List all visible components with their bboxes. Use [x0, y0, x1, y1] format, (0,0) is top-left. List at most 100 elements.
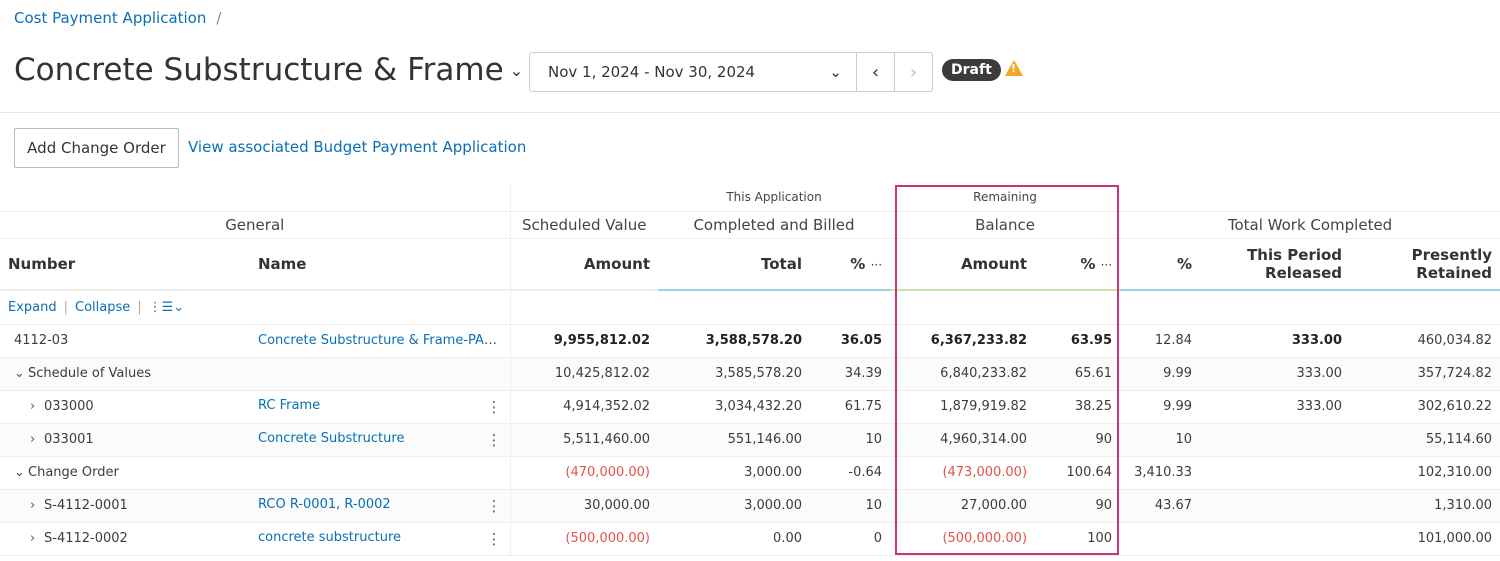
- chevron-right-icon[interactable]: ›: [30, 432, 36, 447]
- col-tw-pct[interactable]: %: [1120, 238, 1201, 291]
- view-budget-payment-link[interactable]: View associated Budget Payment Applicati…: [188, 138, 527, 156]
- cell-balance-pct: 63.95: [1035, 324, 1121, 358]
- item-name-link[interactable]: RCO R-0001, R-0002: [258, 496, 391, 512]
- col-number[interactable]: Number: [0, 238, 250, 291]
- add-change-order-button[interactable]: Add Change Order: [14, 128, 179, 168]
- item-name-link[interactable]: RC Frame: [258, 397, 321, 413]
- group-completed-billed: Completed and Billed: [658, 211, 891, 239]
- group-total-work-completed: Total Work Completed: [1120, 211, 1500, 239]
- cell-balance-pct: 100.64: [1035, 456, 1121, 490]
- table-row[interactable]: › 033001 Concrete Substructure ⋮ 5,511,460.0…: [0, 423, 1500, 457]
- cell-presently-retained: 101,000.00: [1350, 522, 1500, 556]
- cell-balance-amount: 6,840,233.82: [890, 357, 1036, 391]
- cell-tw-pct: [1120, 522, 1201, 556]
- cell-name: RCO R-0001, R-0002 ⋮: [250, 489, 511, 523]
- page-title-dropdown[interactable]: Concrete Substructure & Frame ⌄: [14, 52, 523, 88]
- cell-cb-total: 3,034,432.20: [658, 390, 810, 424]
- cell-sv-amount: (500,000.00): [510, 522, 658, 556]
- group-scheduled-value: Scheduled Value: [510, 211, 658, 239]
- chevron-right-icon[interactable]: ›: [30, 531, 36, 546]
- date-range-select[interactable]: Nov 1, 2024 - Nov 30, 2024 ⌄: [529, 52, 857, 92]
- cell-number: ⌄ Schedule of Values: [0, 357, 250, 391]
- cell-name: [250, 357, 511, 391]
- cell-cb-total: 3,588,578.20: [658, 324, 810, 358]
- cell-cb-pct: 61.75: [810, 390, 891, 424]
- item-name-link[interactable]: Concrete Substructure & Frame-PA0...: [258, 333, 505, 348]
- cell-name: Concrete Substructure & Frame-PA0...: [250, 324, 511, 358]
- cell-tw-pct: 10: [1120, 423, 1201, 457]
- col-presently-retained[interactable]: Presently Retained: [1350, 238, 1500, 291]
- cell-this-period-released: [1200, 423, 1351, 457]
- cell-number: › S-4112-0002: [0, 522, 250, 556]
- cell-tw-pct: 9.99: [1120, 357, 1201, 391]
- cell-cb-total: 3,000.00: [658, 456, 810, 490]
- chevron-right-icon[interactable]: ›: [30, 498, 36, 513]
- item-name-link[interactable]: concrete substructure: [258, 529, 402, 545]
- breadcrumb-separator: /: [216, 9, 222, 27]
- expand-link[interactable]: Expand: [8, 299, 57, 315]
- table-row[interactable]: 4112-03 Concrete Substructure & Frame-PA0…: [0, 324, 1500, 358]
- cell-balance-amount: 27,000.00: [890, 489, 1036, 523]
- table-row[interactable]: › S-4112-0001 RCO R-0001, R-0002 ⋮ 30,000.00…: [0, 489, 1500, 523]
- breadcrumb: Cost Payment Application /: [14, 9, 221, 27]
- cell-cb-pct: -0.64: [810, 456, 891, 490]
- list-order-icon[interactable]: ⋮☰⌄: [148, 299, 185, 315]
- cell-this-period-released: [1200, 456, 1351, 490]
- cell-balance-pct: 38.25: [1035, 390, 1121, 424]
- col-name[interactable]: Name: [250, 238, 511, 291]
- warning-icon[interactable]: !: [1005, 60, 1023, 76]
- chevron-down-icon[interactable]: ⌄: [14, 366, 25, 381]
- cell-balance-amount: (500,000.00): [890, 522, 1036, 556]
- kebab-menu-icon[interactable]: ⋮: [486, 430, 502, 449]
- cell-sv-amount: 10,425,812.02: [510, 357, 658, 391]
- cell-presently-retained: 357,724.82: [1350, 357, 1500, 391]
- col-balance-amount[interactable]: Amount: [890, 238, 1036, 291]
- collapse-link[interactable]: Collapse: [75, 299, 131, 315]
- kebab-menu-icon[interactable]: ⋮: [486, 397, 502, 416]
- col-balance-pct: % ···: [1035, 238, 1121, 291]
- next-period-button[interactable]: ›: [894, 52, 933, 92]
- cell-this-period-released: [1200, 522, 1351, 556]
- col-cb-pct: % ···: [810, 238, 891, 291]
- chevron-left-icon: ‹: [871, 61, 880, 83]
- table-row[interactable]: ⌄ Schedule of Values 10,425,812.02 3,585,57…: [0, 357, 1500, 391]
- group-general: General: [0, 211, 511, 239]
- cell-sv-amount: 9,955,812.02: [510, 324, 658, 358]
- cell-tw-pct: 9.99: [1120, 390, 1201, 424]
- cell-cb-pct: 10: [810, 489, 891, 523]
- cell-name: concrete substructure ⋮: [250, 522, 511, 556]
- kebab-menu-icon[interactable]: ⋮: [486, 529, 502, 548]
- chevron-down-icon[interactable]: ⌄: [14, 465, 25, 480]
- cell-cb-total: 3,585,578.20: [658, 357, 810, 391]
- more-icon[interactable]: ···: [1100, 257, 1113, 272]
- cell-balance-amount: 6,367,233.82: [890, 324, 1036, 358]
- group-balance: Balance: [890, 211, 1121, 239]
- cell-number: › 033000: [0, 390, 250, 424]
- col-sv-amount[interactable]: Amount: [510, 238, 658, 291]
- kebab-menu-icon[interactable]: ⋮: [486, 496, 502, 515]
- cell-balance-amount: 4,960,314.00: [890, 423, 1036, 457]
- cell-number: › 033001: [0, 423, 250, 457]
- col-this-period-released[interactable]: This Period Released: [1200, 238, 1351, 291]
- chevron-right-icon[interactable]: ›: [30, 399, 36, 414]
- table-row[interactable]: › S-4112-0002 concrete substructure ⋮ (500,0…: [0, 522, 1500, 556]
- cell-presently-retained: 55,114.60: [1350, 423, 1500, 457]
- cell-name: RC Frame ⋮: [250, 390, 511, 424]
- cell-this-period-released: [1200, 489, 1351, 523]
- item-name-link[interactable]: Concrete Substructure: [258, 430, 405, 446]
- chevron-right-icon: ›: [909, 61, 918, 83]
- cell-tw-pct: 12.84: [1120, 324, 1201, 358]
- cell-cb-total: 3,000.00: [658, 489, 810, 523]
- previous-period-button[interactable]: ‹: [856, 52, 895, 92]
- cell-this-period-released: 333.00: [1200, 357, 1351, 391]
- cell-presently-retained: 302,610.22: [1350, 390, 1500, 424]
- cell-number: 4112-03: [0, 324, 250, 358]
- more-icon[interactable]: ···: [870, 257, 883, 272]
- cell-cb-pct: 34.39: [810, 357, 891, 391]
- col-cb-total[interactable]: Total: [658, 238, 810, 291]
- cell-balance-pct: 100: [1035, 522, 1121, 556]
- breadcrumb-parent-link[interactable]: Cost Payment Application: [14, 9, 207, 27]
- cell-cb-pct: 0: [810, 522, 891, 556]
- table-row[interactable]: ⌄ Change Order (470,000.00) 3,000.00 -0.64 (4…: [0, 456, 1500, 490]
- table-row[interactable]: › 033000 RC Frame ⋮ 4,914,352.02 3,034,432.20…: [0, 390, 1500, 424]
